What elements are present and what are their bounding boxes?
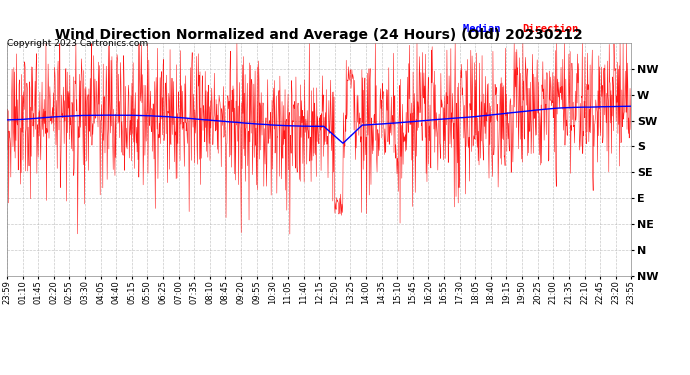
Text: Direction: Direction <box>522 24 578 34</box>
Text: Copyright 2023 Cartronics.com: Copyright 2023 Cartronics.com <box>7 39 148 48</box>
Text: Median: Median <box>463 24 506 34</box>
Title: Wind Direction Normalized and Average (24 Hours) (Old) 20230212: Wind Direction Normalized and Average (2… <box>55 28 583 42</box>
